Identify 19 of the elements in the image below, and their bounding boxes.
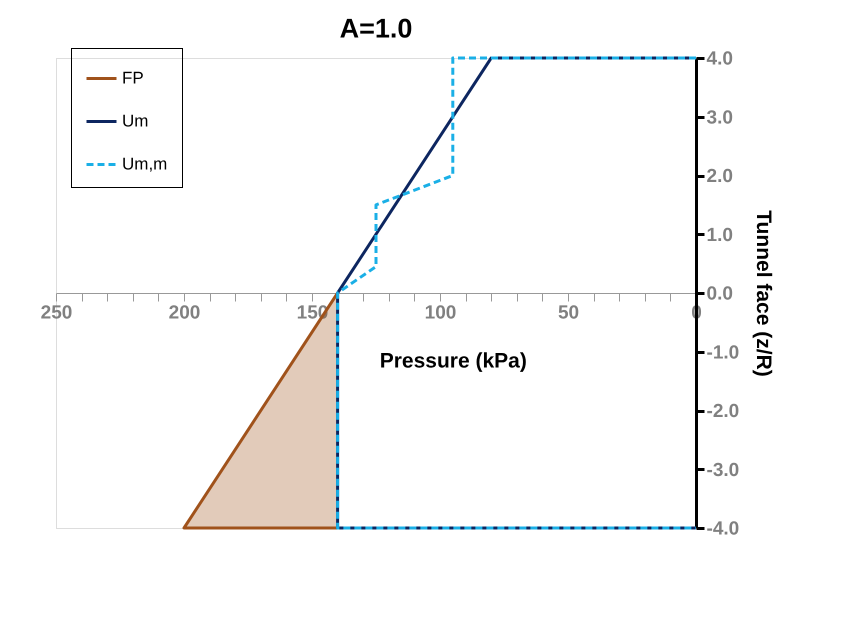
y-tick-label: 1.0 [706,224,733,246]
y-tick-label: -4.0 [706,518,740,540]
legend-label: Um,m [122,154,168,174]
x-axis-title: Pressure (kPa) [380,350,527,372]
x-tick-label: 50 [558,302,580,324]
legend-label: FP [122,68,144,88]
y-tick-label: -3.0 [706,460,740,481]
y-tick-label: 2.0 [706,166,733,187]
y-tick-label: 4.0 [706,48,733,70]
x-tick-label: 250 [40,302,72,324]
y-tick-label: -2.0 [706,401,740,422]
x-tick-label: 200 [168,302,200,324]
y-axis-title: Tunnel face (z/R) [752,210,776,377]
chart-title: A=1.0 [340,14,412,44]
legend-label: Um [122,112,148,130]
y-tick-label: -1.0 [706,342,740,364]
y-tick-label: 3.0 [706,107,733,128]
x-tick-label: 100 [424,302,456,324]
y-tick-label: 0.0 [706,284,733,304]
